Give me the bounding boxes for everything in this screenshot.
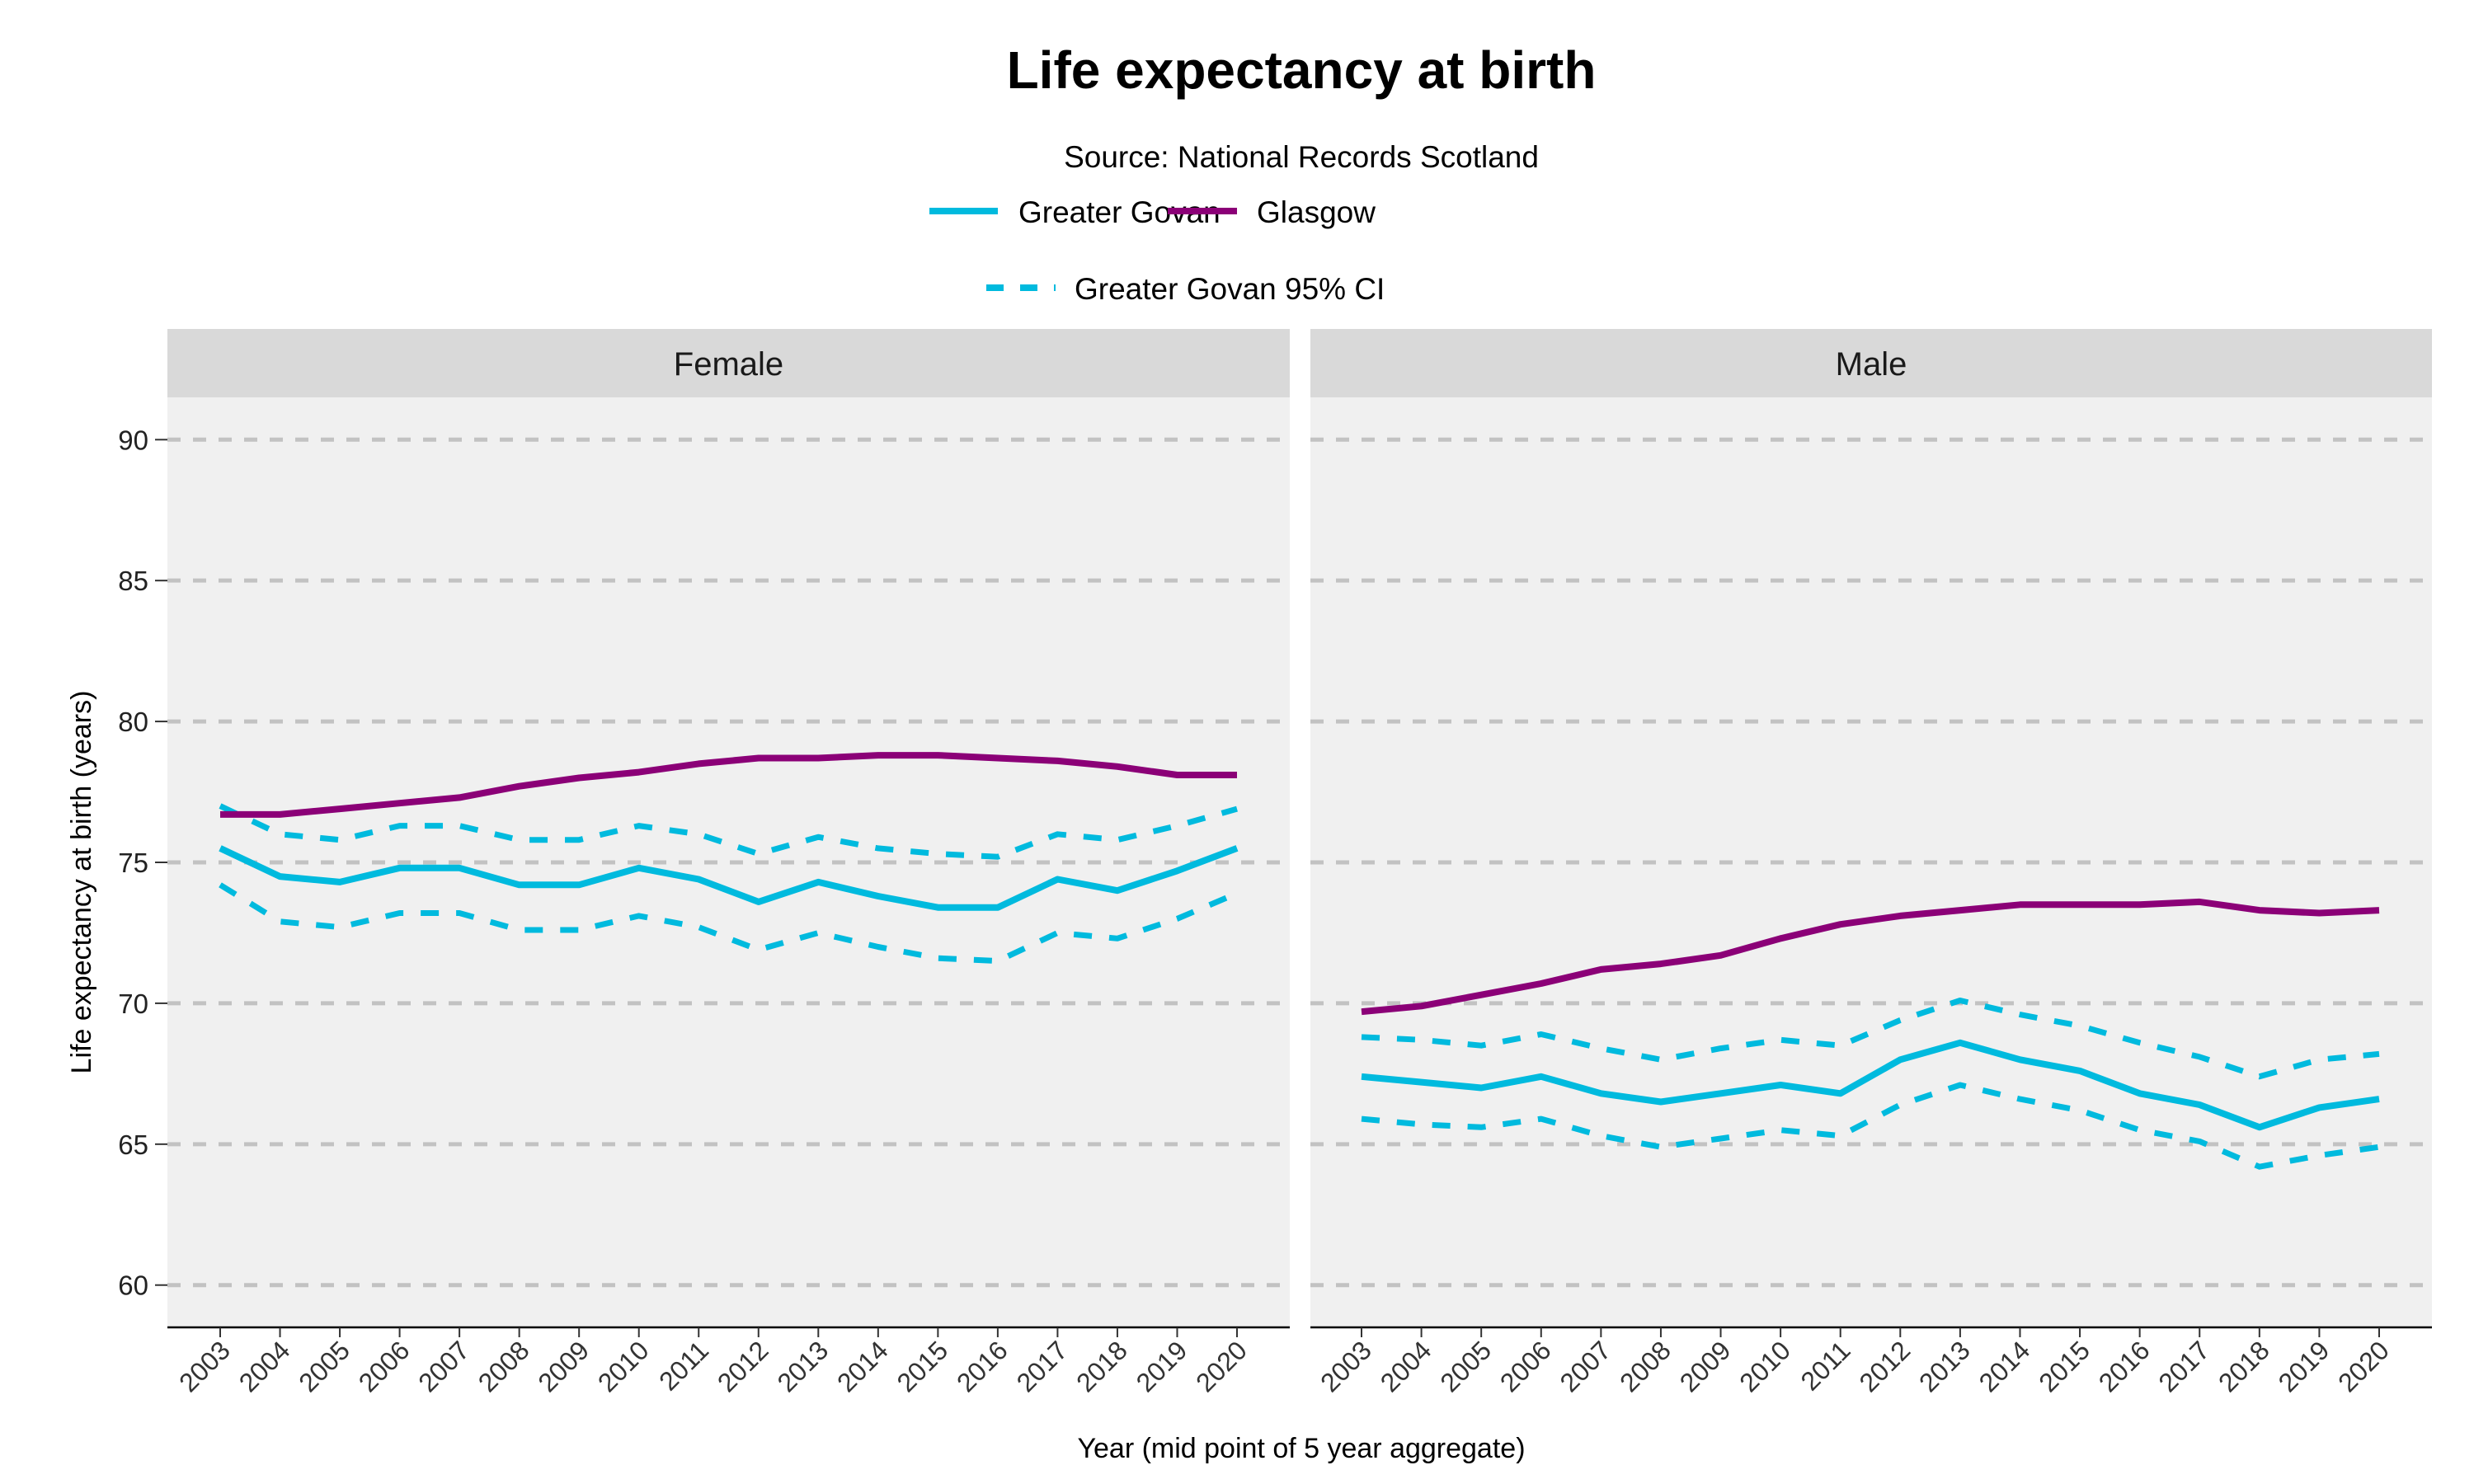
x-tick-label: 2007 [1554, 1335, 1617, 1397]
x-tick-label: 2003 [1315, 1335, 1377, 1397]
y-tick-label: 70 [118, 989, 148, 1019]
x-tick-label: 2020 [1190, 1335, 1253, 1397]
x-tick-label: 2006 [353, 1335, 416, 1397]
x-tick-label: 2013 [1913, 1335, 1976, 1397]
legend-label-ci: Greater Govan 95% CI [1075, 272, 1385, 306]
series-greater-govan-ci-upper [219, 803, 1238, 860]
x-tick-label: 2015 [891, 1335, 954, 1397]
x-tick-label: 2011 [1795, 1335, 1856, 1396]
x-tick-label: 2010 [592, 1335, 655, 1397]
x-tick-label: 2018 [1070, 1335, 1133, 1397]
x-tick-label: 2014 [831, 1335, 894, 1397]
chart-subtitle: Source: National Records Scotland [1064, 140, 1539, 174]
y-tick-label: 90 [118, 425, 148, 455]
panel-strip [167, 329, 1290, 397]
x-tick-label: 2009 [1674, 1335, 1737, 1397]
x-tick-label: 2017 [1011, 1335, 1074, 1397]
series-greater-govan [1361, 1039, 2380, 1131]
panel-female: Female 60 65 70 75 80 85 90 20032004200520062007… [118, 329, 1290, 1397]
x-tick-label: 2011 [653, 1335, 714, 1396]
y-tick-label: 85 [118, 566, 148, 596]
x-tick-label: 2015 [2033, 1335, 2095, 1397]
x-tick-label: 2013 [771, 1335, 834, 1397]
x-tick-label: 2005 [1434, 1335, 1497, 1397]
series-greater-govan [219, 845, 1239, 911]
x-tick-label: 2016 [951, 1335, 1014, 1397]
x-tick-label: 2012 [1853, 1335, 1916, 1397]
y-tick-label: 65 [118, 1129, 148, 1160]
x-tick-label: 2004 [1375, 1335, 1437, 1397]
x-tick-label: 2008 [473, 1335, 535, 1397]
series-glasgow [1361, 898, 2380, 1016]
x-axis-label: Year (mid point of 5 year aggregate) [1077, 1433, 1525, 1464]
x-tick-label: 2016 [2093, 1335, 2156, 1397]
x-tick-label: 2014 [1973, 1335, 2036, 1397]
x-tick-label: 2005 [293, 1335, 355, 1397]
x-tick-label: 2009 [532, 1335, 595, 1397]
x-tick-label: 2017 [2152, 1335, 2215, 1397]
x-tick-label: 2019 [2273, 1335, 2335, 1397]
x-tick-label: 2004 [233, 1335, 296, 1397]
x-tick-label: 2007 [412, 1335, 475, 1397]
y-axis-label: Life expectancy at birth (years) [66, 691, 97, 1074]
x-tick-label: 2018 [2213, 1335, 2275, 1397]
y-tick-label: 80 [118, 707, 148, 737]
series-greater-govan-ci-lower [219, 882, 1239, 965]
x-tick-label: 2020 [2332, 1335, 2395, 1397]
x-tick-label: 2003 [173, 1335, 236, 1397]
x-tick-label: 2006 [1494, 1335, 1557, 1397]
panel-strip [1310, 329, 2432, 397]
x-tick-label: 2012 [712, 1335, 774, 1397]
y-tick-label: 60 [118, 1270, 148, 1301]
panel-male: Male 200320042005200620072008200920102011… [1310, 329, 2432, 1397]
x-tick-label: 2019 [1131, 1335, 1193, 1397]
legend-label-glasgow: Glasgow [1257, 195, 1376, 229]
x-tick-label: 2008 [1614, 1335, 1677, 1397]
series-glasgow [220, 752, 1237, 818]
panel-strip-label: Female [674, 346, 783, 383]
x-tick-label: 2010 [1733, 1335, 1796, 1397]
y-tick-label: 75 [118, 848, 148, 878]
legend: Greater Govan Glasgow Greater Govan 95% … [929, 195, 1385, 306]
panel-strip-label: Male [1836, 346, 1907, 383]
chart-title: Life expectancy at birth [1007, 40, 1597, 100]
